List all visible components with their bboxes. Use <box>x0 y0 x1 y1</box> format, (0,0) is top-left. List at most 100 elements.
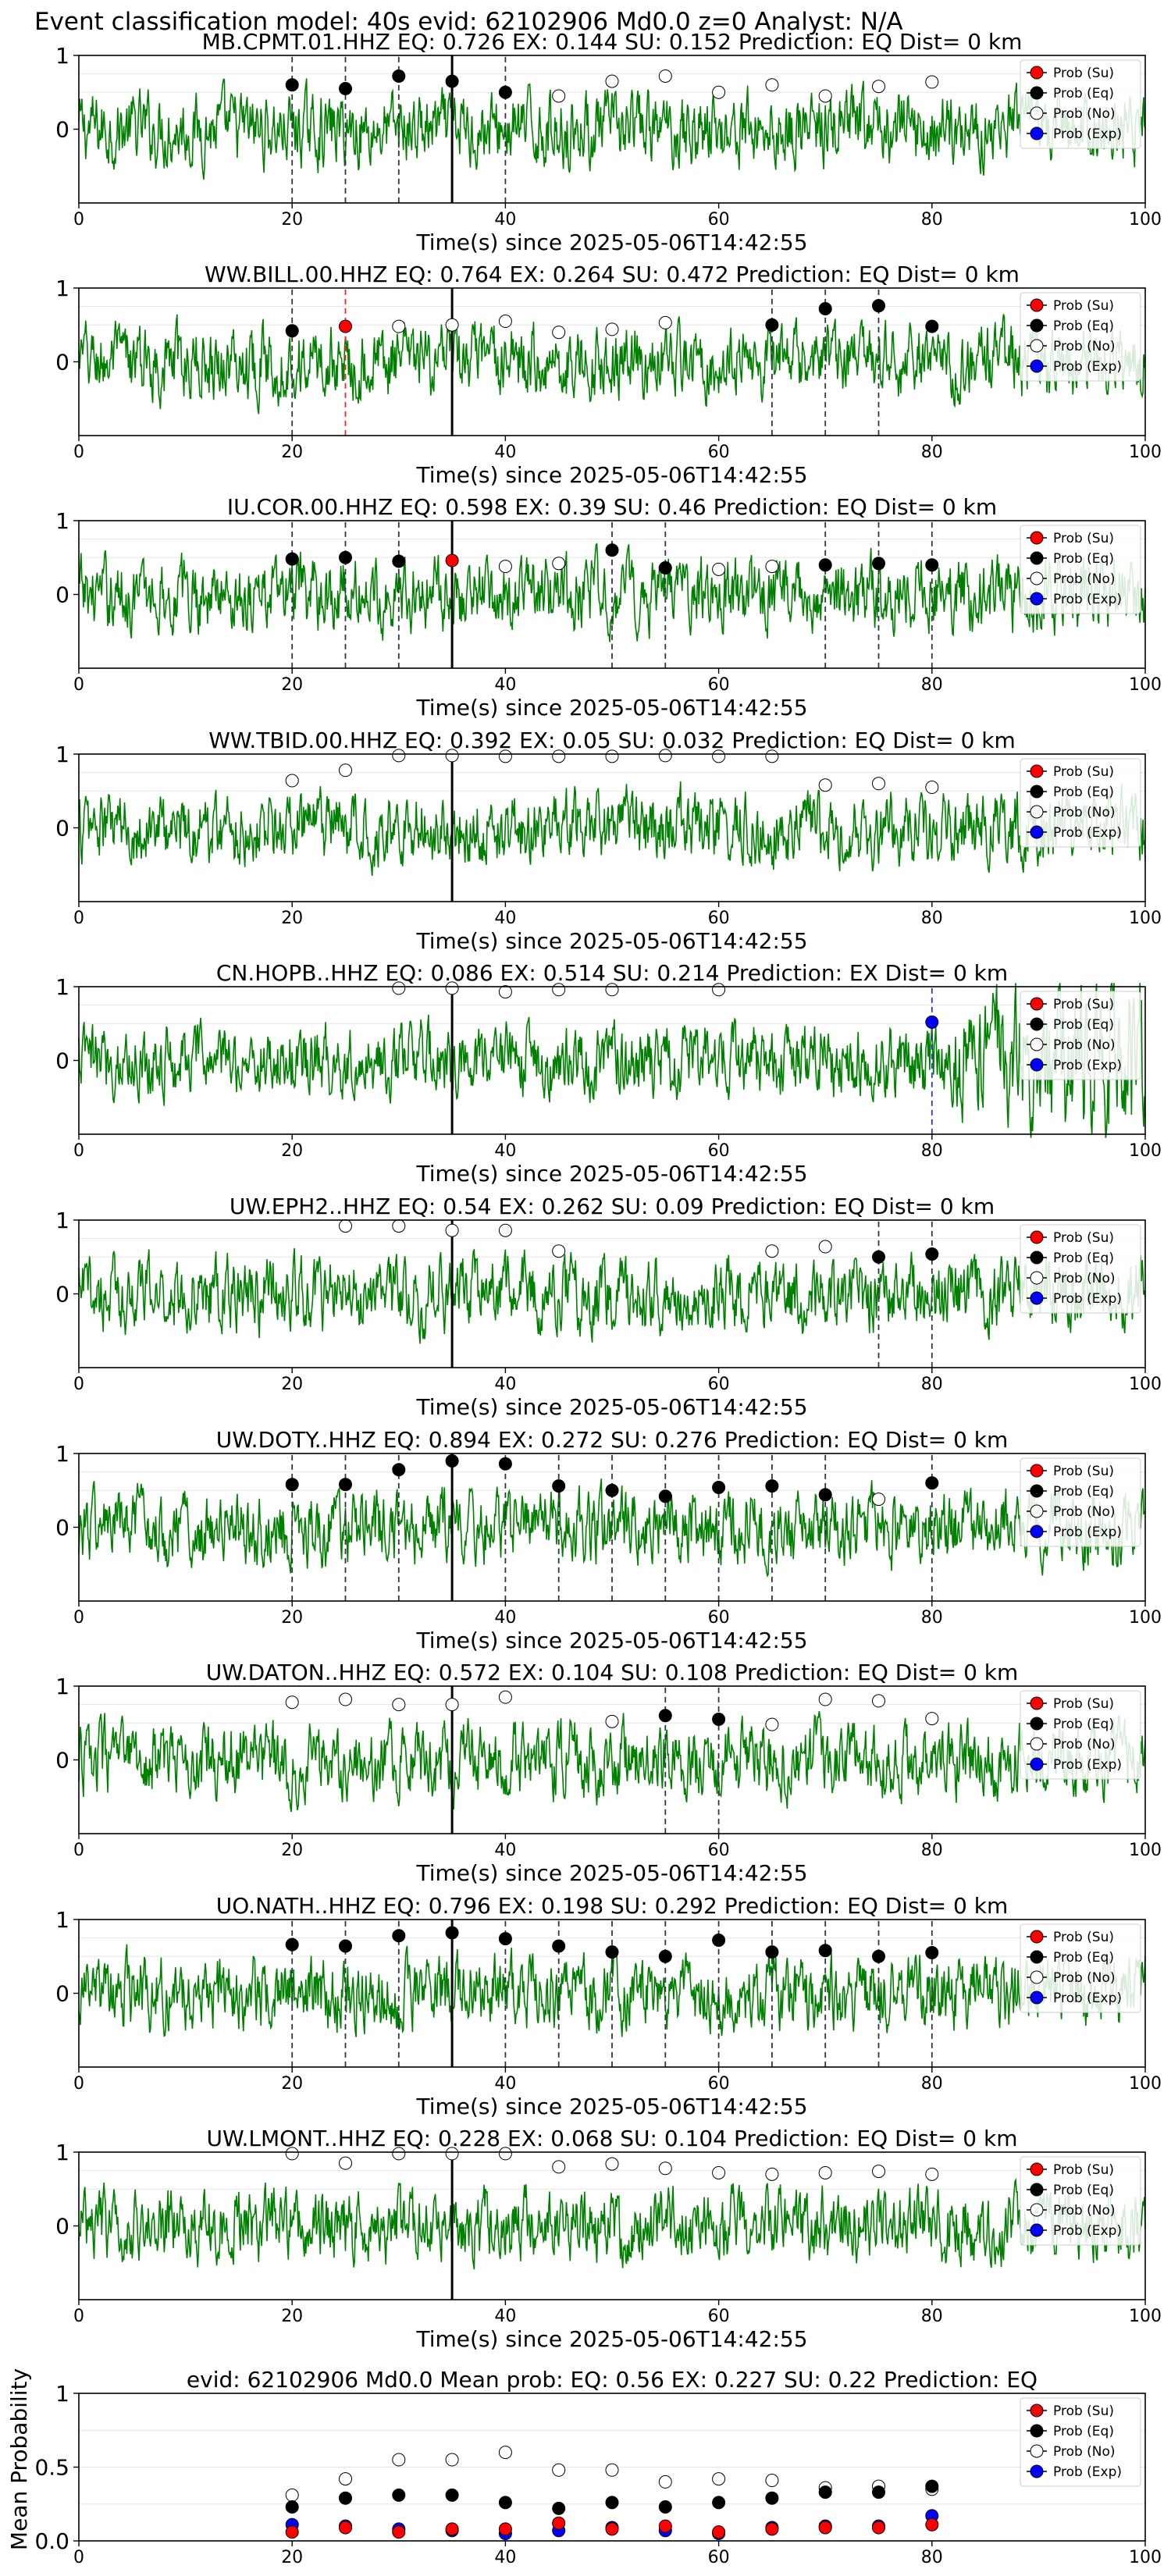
legend-marker-no <box>1030 1970 1044 1984</box>
legend-marker-no <box>1030 1504 1044 1518</box>
mean-prob-point-su <box>872 2521 885 2535</box>
panel-mean-probability: evid: 62102906 Md0.0 Mean prob: EQ: 0.56… <box>6 2367 1162 2567</box>
legend-label-su: Prob (Su) <box>1053 764 1114 780</box>
prob-marker-no <box>392 1698 406 1712</box>
prob-marker-eq <box>445 1926 459 1940</box>
prob-marker-no <box>765 1244 779 1258</box>
x-tick-label: 40 <box>494 1375 516 1394</box>
y-tick-label: 0 <box>55 582 69 608</box>
prob-marker-eq <box>445 1453 459 1468</box>
legend-label-no: Prob (No) <box>1053 571 1116 587</box>
prob-marker-no <box>552 1244 566 1258</box>
prob-marker-eq <box>925 319 939 333</box>
prob-marker-eq <box>339 1478 352 1492</box>
legend-label-exp: Prob (Exp) <box>1053 2464 1122 2480</box>
legend-marker-exp <box>1030 359 1044 373</box>
x-tick-label: 60 <box>708 675 730 695</box>
prob-marker-exp <box>925 1015 939 1029</box>
legend-marker-eq <box>1030 1950 1044 1964</box>
prob-marker-su <box>445 553 459 568</box>
waveform-trace <box>78 1710 1146 1813</box>
prob-marker-eq <box>392 1929 406 1943</box>
legend-box <box>1020 758 1141 848</box>
legend-marker-su <box>1030 2403 1044 2418</box>
x-tick-label: 0 <box>73 2307 84 2326</box>
y-tick-label: 1 <box>55 974 69 1000</box>
x-tick-label: 100 <box>1129 1375 1162 1394</box>
x-axis-label: Time(s) since 2025-05-06T14:42:55 <box>415 1628 807 1653</box>
mean-prob-point-eq <box>872 2485 885 2500</box>
x-axis-label: Time(s) since 2025-05-06T14:42:55 <box>415 695 807 720</box>
legend-marker-exp <box>1030 126 1044 141</box>
y-axis-label: Mean Probability <box>6 2368 32 2550</box>
prob-marker-no <box>392 1219 406 1233</box>
legend-label-no: Prob (No) <box>1053 106 1116 122</box>
x-tick-label: 100 <box>1129 2548 1162 2567</box>
waveform-trace <box>78 314 1146 415</box>
prob-marker-eq <box>658 1489 672 1503</box>
x-tick-label: 60 <box>708 1141 730 1161</box>
mean-prob-point-su <box>392 2525 406 2539</box>
prob-marker-eq <box>818 1488 832 1502</box>
prob-marker-no <box>339 2156 352 2170</box>
mean-prob-point-su <box>285 2525 299 2539</box>
legend-marker-eq <box>1030 2424 1044 2438</box>
waveform-trace <box>78 2177 1146 2270</box>
legend-label-eq: Prob (Eq) <box>1053 2183 1114 2198</box>
legend-label-exp: Prob (Exp) <box>1053 2223 1122 2239</box>
prob-marker-no <box>552 326 566 340</box>
x-tick-label: 40 <box>494 1841 516 1860</box>
legend-marker-no <box>1030 339 1044 353</box>
legend-marker-exp <box>1030 2464 1044 2478</box>
mean-prob-point-eq <box>658 2500 672 2514</box>
legend-label-su: Prob (Su) <box>1053 1930 1114 1945</box>
prob-marker-no <box>445 1223 459 1237</box>
legend-label-no: Prob (No) <box>1053 2203 1116 2218</box>
prob-marker-no <box>658 2161 672 2176</box>
legend-marker-su <box>1030 531 1044 545</box>
legend-marker-eq <box>1030 1484 1044 1498</box>
legend-box <box>1020 525 1141 614</box>
prob-marker-no <box>552 2160 566 2174</box>
legend-marker-no <box>1030 1737 1044 1751</box>
legend-box <box>1020 59 1141 149</box>
prob-marker-eq <box>658 1709 672 1723</box>
prob-marker-eq <box>285 78 299 92</box>
prob-marker-no <box>445 2147 459 2161</box>
panel-uw-doty--hhz: UW.DOTY..HHZ EQ: 0.894 EX: 0.272 SU: 0.2… <box>55 1427 1162 1653</box>
mean-prob-point-no <box>498 2446 512 2460</box>
legend-box <box>1020 1923 1141 2013</box>
y-tick-label: 1 <box>55 2381 69 2407</box>
x-tick-label: 40 <box>494 2307 516 2326</box>
prob-marker-eq <box>285 1937 299 1952</box>
prob-marker-no <box>605 74 619 88</box>
mean-prob-point-no <box>658 2475 672 2489</box>
prob-marker-no <box>339 1219 352 1233</box>
legend-box <box>1020 2156 1141 2246</box>
figure-title: Event classification model: 40s evid: 62… <box>34 8 903 36</box>
legend-box <box>1020 1224 1141 1314</box>
legend-label-eq: Prob (Eq) <box>1053 86 1114 101</box>
x-tick-label: 20 <box>281 2074 303 2094</box>
x-tick-label: 20 <box>281 675 303 695</box>
x-tick-label: 100 <box>1129 1608 1162 1628</box>
legend-marker-exp <box>1030 1058 1044 1072</box>
y-tick-label: 1 <box>55 2140 69 2165</box>
prob-marker-eq <box>285 1478 299 1492</box>
y-tick-label: 0 <box>55 350 69 375</box>
legend-label-su: Prob (Su) <box>1053 531 1114 546</box>
mean-prob-point-no <box>445 2453 459 2467</box>
panel-cn-hopb--hhz: CN.HOPB..HHZ EQ: 0.086 EX: 0.514 SU: 0.2… <box>55 960 1162 1187</box>
prob-marker-no <box>712 85 726 99</box>
x-tick-label: 20 <box>281 1375 303 1394</box>
mean-prob-point-eq <box>445 2488 459 2502</box>
legend-label-no: Prob (No) <box>1053 1504 1116 1520</box>
axes-frame <box>78 1685 1146 1834</box>
prob-marker-no <box>339 763 352 777</box>
prob-marker-eq <box>498 85 512 99</box>
x-tick-label: 20 <box>281 1841 303 1860</box>
y-tick-label: 1 <box>55 1674 69 1699</box>
prob-marker-eq <box>818 1944 832 1958</box>
prob-marker-no <box>552 983 566 997</box>
legend-label-su: Prob (Su) <box>1053 997 1114 1012</box>
